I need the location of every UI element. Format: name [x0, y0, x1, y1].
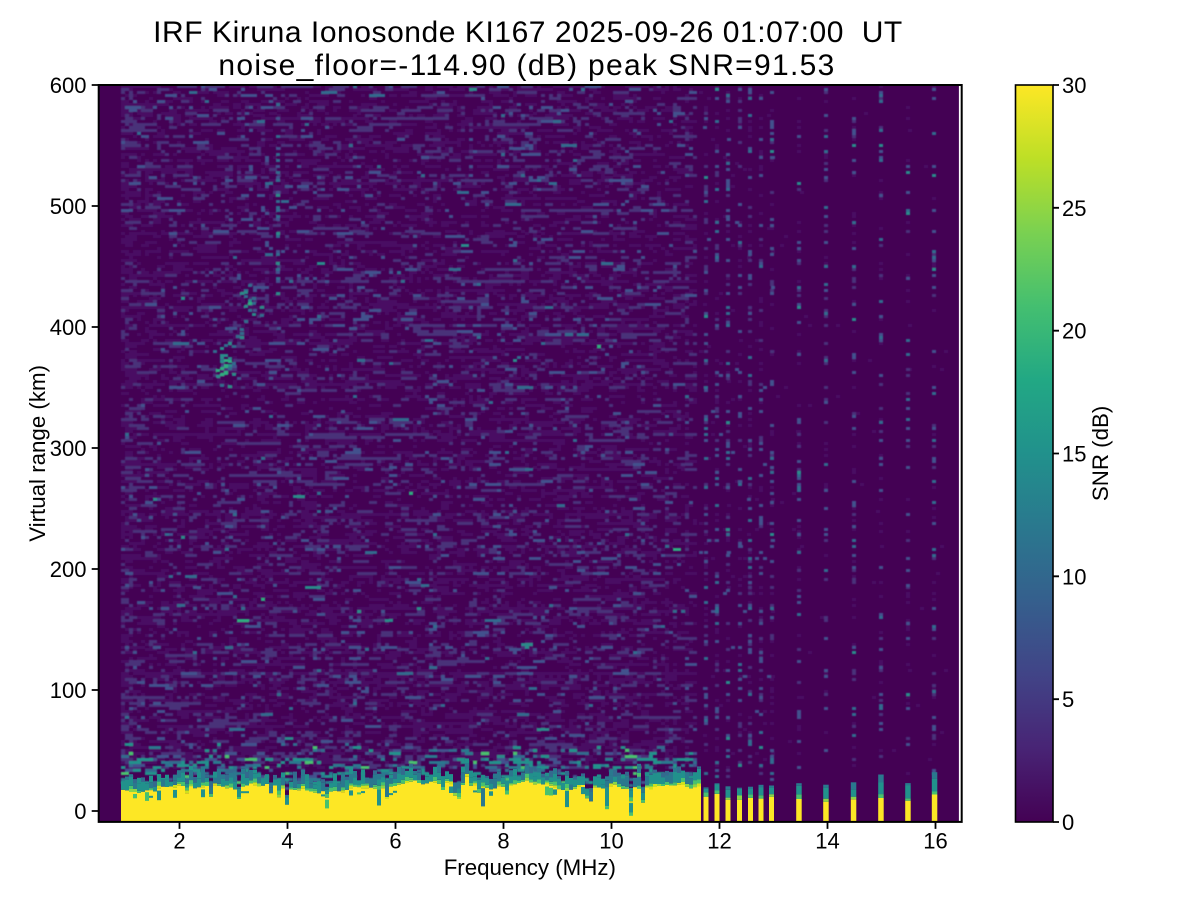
svg-text:200: 200 [50, 557, 87, 582]
svg-text:600: 600 [50, 73, 87, 98]
svg-text:Virtual range (km): Virtual range (km) [25, 365, 50, 542]
svg-text:0: 0 [1062, 810, 1074, 835]
svg-text:10: 10 [1062, 564, 1086, 589]
svg-text:0: 0 [74, 799, 86, 824]
svg-text:15: 15 [1062, 442, 1086, 467]
svg-text:5: 5 [1062, 687, 1074, 712]
svg-text:10: 10 [599, 829, 623, 854]
svg-text:SNR (dB): SNR (dB) [1088, 406, 1113, 501]
svg-text:300: 300 [50, 436, 87, 461]
svg-text:30: 30 [1062, 73, 1086, 98]
svg-text:6: 6 [389, 829, 401, 854]
svg-text:noise_floor=-114.90 (dB) peak: noise_floor=-114.90 (dB) peak SNR=91.53 [218, 49, 835, 82]
svg-text:2: 2 [173, 829, 185, 854]
svg-text:500: 500 [50, 194, 87, 219]
svg-text:12: 12 [707, 829, 731, 854]
svg-text:8: 8 [497, 829, 509, 854]
svg-text:IRF Kiruna Ionosonde KI167 202: IRF Kiruna Ionosonde KI167 2025-09-26 01… [153, 16, 903, 49]
svg-text:14: 14 [815, 829, 839, 854]
svg-text:16: 16 [923, 829, 947, 854]
svg-text:20: 20 [1062, 319, 1086, 344]
svg-text:Frequency (MHz): Frequency (MHz) [444, 855, 616, 880]
svg-text:400: 400 [50, 315, 87, 340]
svg-text:25: 25 [1062, 196, 1086, 221]
svg-text:4: 4 [281, 829, 293, 854]
svg-text:100: 100 [50, 678, 87, 703]
